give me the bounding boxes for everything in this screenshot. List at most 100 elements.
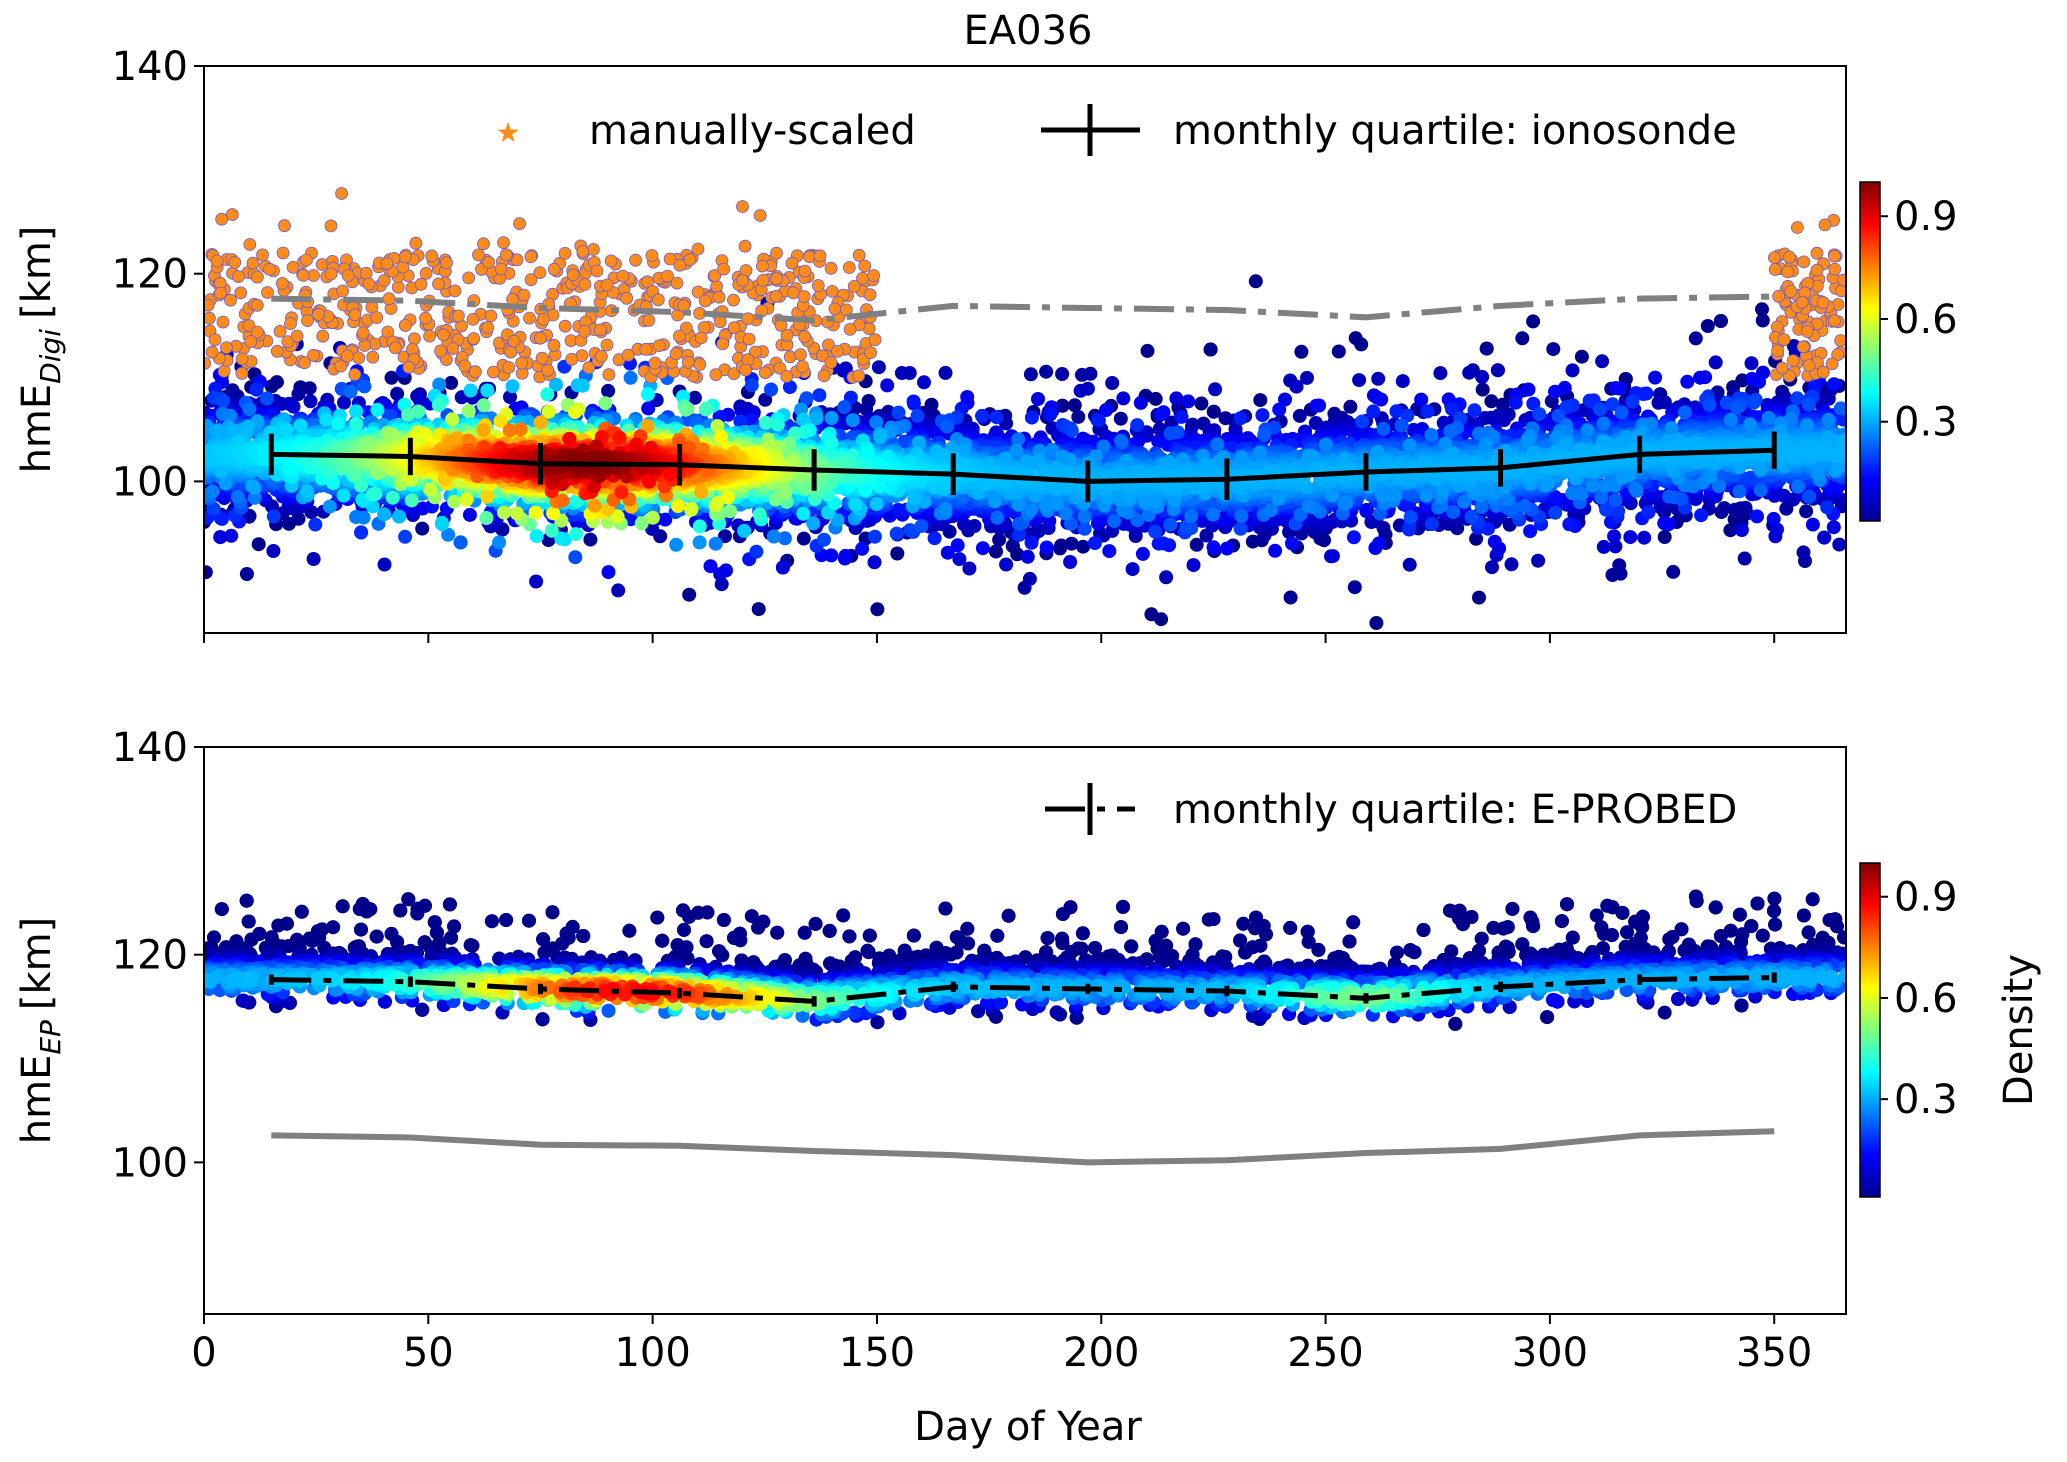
scatter-point [1077, 521, 1092, 536]
scatter-point [869, 497, 884, 511]
scatter-point [1318, 437, 1333, 452]
scatter-point [1443, 424, 1458, 439]
scatter-point [1039, 364, 1054, 379]
scatter-point [718, 529, 732, 544]
scatter-point [1548, 489, 1563, 504]
scatter-point [492, 535, 507, 550]
scatter-point [737, 523, 752, 538]
scatter-point [1790, 391, 1805, 406]
chart-title: EA036 [964, 8, 1093, 54]
scatter-point [1020, 549, 1035, 564]
scatter-point [205, 484, 220, 499]
scatter-point [809, 411, 824, 426]
scatter-point [1636, 387, 1651, 401]
scatter-point [1403, 510, 1418, 525]
scatter-point [1389, 404, 1404, 419]
scatter-point [1140, 343, 1155, 358]
scatter-point [1233, 411, 1248, 426]
scatter-point [357, 379, 372, 394]
scatter-point [1508, 395, 1523, 410]
scatter-point [1301, 498, 1316, 513]
scatter-point [1091, 413, 1106, 428]
scatter-point [1366, 404, 1381, 419]
scatter-point [249, 382, 264, 397]
scatter-point [796, 531, 811, 546]
scatter-point [952, 552, 967, 567]
scatter-point [206, 501, 221, 516]
scatter-point [751, 602, 766, 617]
scatter-point [1125, 562, 1140, 577]
scatter-point [880, 378, 895, 393]
scatter-point [245, 479, 260, 494]
scatter-point [1064, 423, 1079, 438]
scatter-point [377, 507, 392, 522]
scatter-point [1521, 382, 1536, 397]
scatter-point [1796, 545, 1811, 560]
scatter-point [1255, 408, 1270, 423]
scatter-point [1467, 403, 1482, 418]
scatter-point [1806, 443, 1821, 457]
scatter-point [1325, 549, 1340, 564]
scatter-point [1605, 397, 1620, 412]
scatter-point [1752, 374, 1766, 389]
scatter-point [1113, 411, 1128, 426]
scatter-point [1354, 337, 1369, 352]
scatter-point [1253, 393, 1268, 408]
scatter-point [259, 391, 274, 406]
scatter-point [1723, 523, 1738, 538]
scatter-point [224, 528, 239, 543]
scatter-point [266, 544, 281, 558]
scatter-point [306, 552, 321, 566]
scatter-point [1372, 536, 1386, 551]
scatter-point [1424, 517, 1439, 532]
scatter-point [992, 532, 1007, 547]
scatter-point [1271, 491, 1286, 506]
scatter-point [782, 380, 797, 395]
scatter-point [1076, 539, 1091, 554]
scatter-point [641, 401, 656, 416]
scatter-point [377, 557, 392, 572]
scatter-point [1075, 367, 1089, 382]
scatter-point [1253, 445, 1267, 460]
scatter-point [1702, 398, 1717, 412]
scatter-point [1234, 509, 1249, 523]
scatter-point [940, 545, 955, 560]
scatter-point [1489, 413, 1504, 428]
scatter-point [291, 511, 306, 526]
scatter-point [1559, 400, 1574, 414]
scatter-point [907, 490, 922, 505]
scatter-point [766, 529, 781, 544]
scatter-point [1163, 426, 1178, 441]
scatter-point [266, 509, 281, 524]
scatter-point [1734, 523, 1749, 537]
scatter-point [1022, 571, 1037, 586]
scatter-point [824, 548, 839, 563]
scatter-point [1374, 392, 1389, 407]
scatter-point [1024, 410, 1039, 425]
scatter-point [1469, 531, 1484, 546]
scatter-point [1445, 402, 1459, 416]
scatter-point [1819, 441, 1834, 456]
scatter-point [824, 411, 839, 425]
scatter-point [1011, 497, 1026, 512]
scatter-point [1163, 517, 1178, 532]
scatter-point [1595, 354, 1610, 369]
scatter-point [669, 537, 684, 552]
scatter-point [889, 526, 904, 541]
scatter-point [1637, 530, 1652, 545]
scatter-point [1732, 484, 1747, 499]
scatter-point [812, 388, 827, 403]
scatter-point [1562, 517, 1577, 532]
scatter-point [1292, 408, 1307, 423]
scatter-point [462, 507, 477, 522]
scatter-point [1657, 516, 1672, 531]
scatter-point [308, 517, 323, 532]
scatter-point [251, 537, 266, 552]
scatter-point [1114, 435, 1129, 450]
scatter-point [1462, 365, 1477, 380]
scatter-point [975, 541, 990, 556]
scatter-point [611, 583, 626, 598]
scatter-point [1031, 392, 1045, 406]
scatter-point [927, 531, 942, 546]
scatter-point [1608, 493, 1623, 508]
